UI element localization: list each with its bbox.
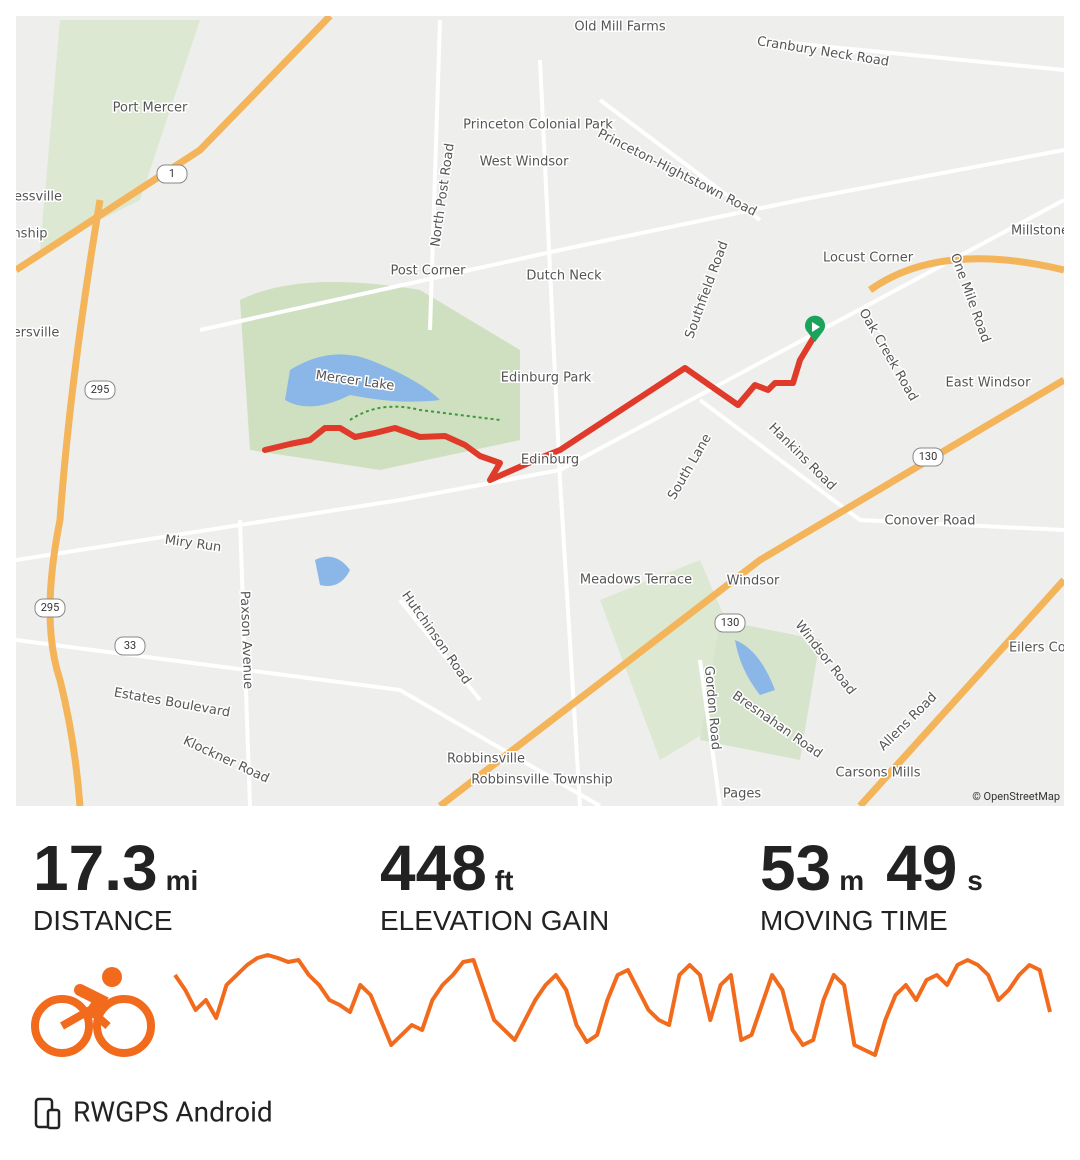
- stat-value: 17.3 mi: [33, 832, 198, 904]
- map-label: Locust Corner: [823, 251, 914, 266]
- map-label: Port Mercer: [113, 101, 188, 116]
- stat-number: 17.3: [33, 832, 158, 904]
- stat-value: 53 m 49 s: [760, 832, 983, 904]
- cyclist-icon: [31, 967, 155, 1057]
- map-label: Carsons Mills: [835, 766, 920, 781]
- route-shield: [34, 598, 66, 618]
- stat-unit: ft: [495, 865, 514, 896]
- map-label: Windsor: [727, 574, 780, 589]
- map-label: Edinburg Park: [501, 371, 592, 386]
- stat-unit: s: [967, 865, 983, 896]
- map-label: Meadows Terrace: [580, 573, 692, 588]
- route-shield-label: 130: [919, 450, 938, 463]
- map-label: Pages: [723, 787, 761, 802]
- map-label: East Windsor: [946, 376, 1032, 391]
- map-label: West Windsor: [480, 155, 569, 170]
- map-label: Conover Road: [884, 514, 975, 529]
- stat-number: 448: [380, 832, 487, 904]
- map-label: Eilers Cor: [1009, 641, 1072, 656]
- map-label: Robbinsville: [447, 752, 525, 767]
- map-label: Edinburg: [521, 453, 579, 468]
- route-shield-label: 295: [91, 383, 110, 396]
- map-label: Millstone: [1011, 224, 1069, 239]
- route-shield: [156, 164, 188, 184]
- map-label: ersville: [13, 326, 60, 341]
- map-label: Dutch Neck: [526, 269, 602, 284]
- stat-label: DISTANCE: [33, 905, 173, 936]
- attribution: © OpenStreetMap: [972, 790, 1060, 803]
- map-label: nship: [12, 227, 47, 242]
- route-shield: [114, 636, 146, 656]
- device-name: RWGPS Android: [73, 1095, 273, 1128]
- map-label: Robbinsville Township: [471, 773, 613, 788]
- route-shield-label: 295: [41, 601, 60, 614]
- stat-number: 49: [886, 832, 957, 904]
- route-shield: [84, 380, 116, 400]
- map-label: Post Corner: [390, 264, 466, 279]
- device-icon: [34, 1097, 61, 1130]
- stat-label: ELEVATION GAIN: [380, 905, 609, 936]
- route: [262, 332, 818, 483]
- route-shield: [912, 447, 944, 467]
- map-label: Old Mill Farms: [574, 20, 665, 35]
- stat-label: MOVING TIME: [760, 905, 948, 936]
- stat-value: 448 ft: [380, 832, 513, 904]
- route-shield-label: 33: [124, 639, 136, 652]
- map-label: Paxson Avenue: [237, 591, 255, 690]
- elevation-profile: [173, 953, 1052, 1057]
- route-shield-label: 130: [721, 616, 740, 629]
- stat-unit: mi: [166, 865, 199, 896]
- stat-unit: m: [839, 865, 864, 896]
- map-label: Princeton Colonial Park: [463, 118, 613, 133]
- route-shield: [714, 613, 746, 633]
- stat-number: 53: [760, 832, 831, 904]
- map-label: essville: [14, 190, 62, 205]
- route-shield-label: 1: [169, 167, 175, 180]
